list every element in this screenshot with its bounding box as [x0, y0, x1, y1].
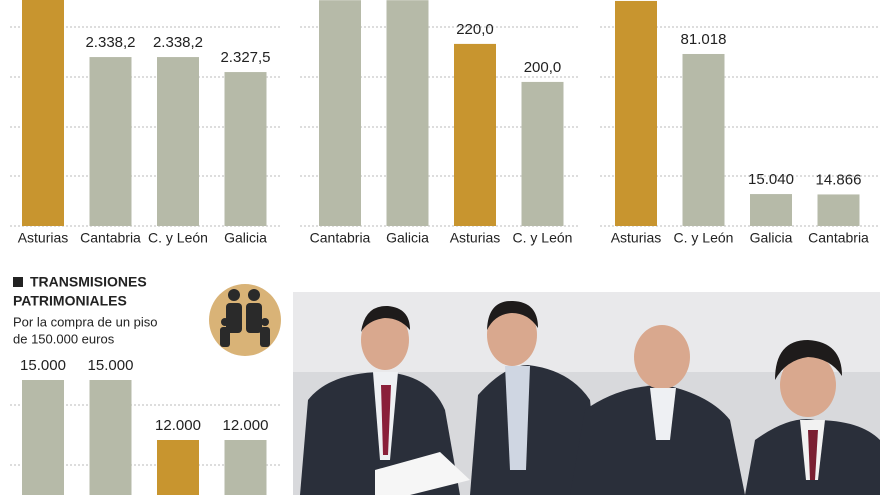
family-icon: [209, 284, 281, 356]
x-tick-label: Galicia: [386, 230, 429, 246]
value-label: 220,0: [456, 21, 494, 38]
hair: [361, 300, 842, 380]
bar: [89, 380, 132, 495]
value-label: 2.338,2: [85, 34, 135, 51]
faces: [361, 304, 836, 417]
bar-chart: Asturias 2.338,2 Cantabria 2.338,2 C. y León…: [10, 0, 282, 246]
x-tick-label: Galicia: [750, 230, 793, 246]
value-label: 12.000: [223, 417, 269, 434]
x-tick-label: Cantabria: [80, 230, 141, 246]
chart-title: TRANSMISIONES: [30, 274, 147, 290]
photo: [293, 292, 880, 495]
x-tick-label: Asturias: [450, 230, 501, 246]
bar: [22, 0, 64, 226]
value-label: 15.000: [20, 357, 66, 374]
x-tick-label: C. y León: [674, 230, 734, 246]
value-label: 2.338,2: [153, 34, 203, 51]
bar: [224, 440, 267, 495]
bar: [682, 53, 725, 226]
bar: [750, 194, 792, 226]
bar: [454, 43, 496, 226]
x-tick-label: Cantabria: [310, 230, 371, 246]
value-label: 15.000: [88, 357, 134, 374]
x-tick-label: Galicia: [224, 230, 267, 246]
bar: [89, 57, 132, 227]
bar: [157, 440, 199, 495]
x-tick-label: Cantabria: [808, 230, 869, 246]
value-label: 2.327,5: [220, 49, 270, 66]
bar: [224, 72, 267, 226]
papers: [375, 452, 470, 495]
x-tick-label: Asturias: [18, 230, 69, 246]
bar-chart: TRANSMISIONES PATRIMONIALES Por la compra …: [10, 274, 282, 495]
value-label: 81.018: [681, 31, 727, 48]
chart-subtitle: Por la compra de un piso: [13, 314, 158, 329]
value-label: 15.040: [748, 171, 794, 188]
bar: [157, 57, 199, 227]
title-bullet: [13, 277, 23, 287]
value-label: 12.000: [155, 417, 201, 434]
chart-subtitle: de 150.000 euros: [13, 331, 115, 346]
bar: [615, 0, 657, 226]
x-tick-label: C. y León: [513, 230, 573, 246]
bar-chart: Asturias 81.018 C. y León 15.040 Galicia 14.8…: [600, 0, 878, 246]
bar: [386, 0, 429, 226]
x-tick-label: Asturias: [611, 230, 662, 246]
bar: [319, 0, 361, 226]
chart-title: PATRIMONIALES: [13, 293, 127, 309]
bar: [22, 380, 64, 495]
bar: [817, 194, 860, 226]
value-label: 200,0: [524, 59, 562, 76]
bar-chart: Cantabria Galicia 220,0 Asturias 200,0 C. y L…: [300, 0, 578, 246]
x-tick-label: C. y León: [148, 230, 208, 246]
value-label: 14.866: [816, 171, 862, 188]
shirts: [373, 366, 825, 480]
bar: [521, 81, 564, 226]
